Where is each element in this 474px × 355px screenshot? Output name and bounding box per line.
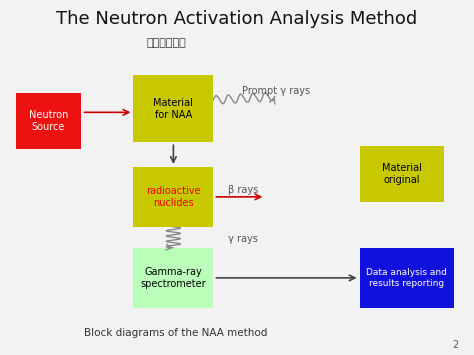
Text: Neutron
Source: Neutron Source (29, 110, 68, 132)
Text: 中子活化分析: 中子活化分析 (146, 38, 186, 48)
Text: Material
for NAA: Material for NAA (154, 98, 193, 120)
FancyBboxPatch shape (359, 146, 444, 202)
Text: The Neutron Activation Analysis Method: The Neutron Activation Analysis Method (56, 10, 418, 28)
FancyBboxPatch shape (133, 167, 213, 227)
Text: radioactive
nuclides: radioactive nuclides (146, 186, 201, 208)
Text: Prompt γ rays: Prompt γ rays (242, 86, 310, 96)
Text: γ rays: γ rays (228, 234, 257, 244)
FancyBboxPatch shape (133, 248, 213, 308)
FancyBboxPatch shape (133, 75, 213, 142)
Text: 2: 2 (452, 340, 458, 350)
Text: Block diagrams of the NAA method: Block diagrams of the NAA method (84, 328, 267, 338)
Text: Material
original: Material original (382, 163, 422, 185)
FancyBboxPatch shape (359, 248, 454, 308)
FancyBboxPatch shape (16, 93, 82, 149)
Text: β rays: β rays (228, 185, 258, 195)
Text: Data analysis and
results reporting: Data analysis and results reporting (366, 268, 447, 288)
Text: Gamma-ray
spectrometer: Gamma-ray spectrometer (141, 267, 206, 289)
